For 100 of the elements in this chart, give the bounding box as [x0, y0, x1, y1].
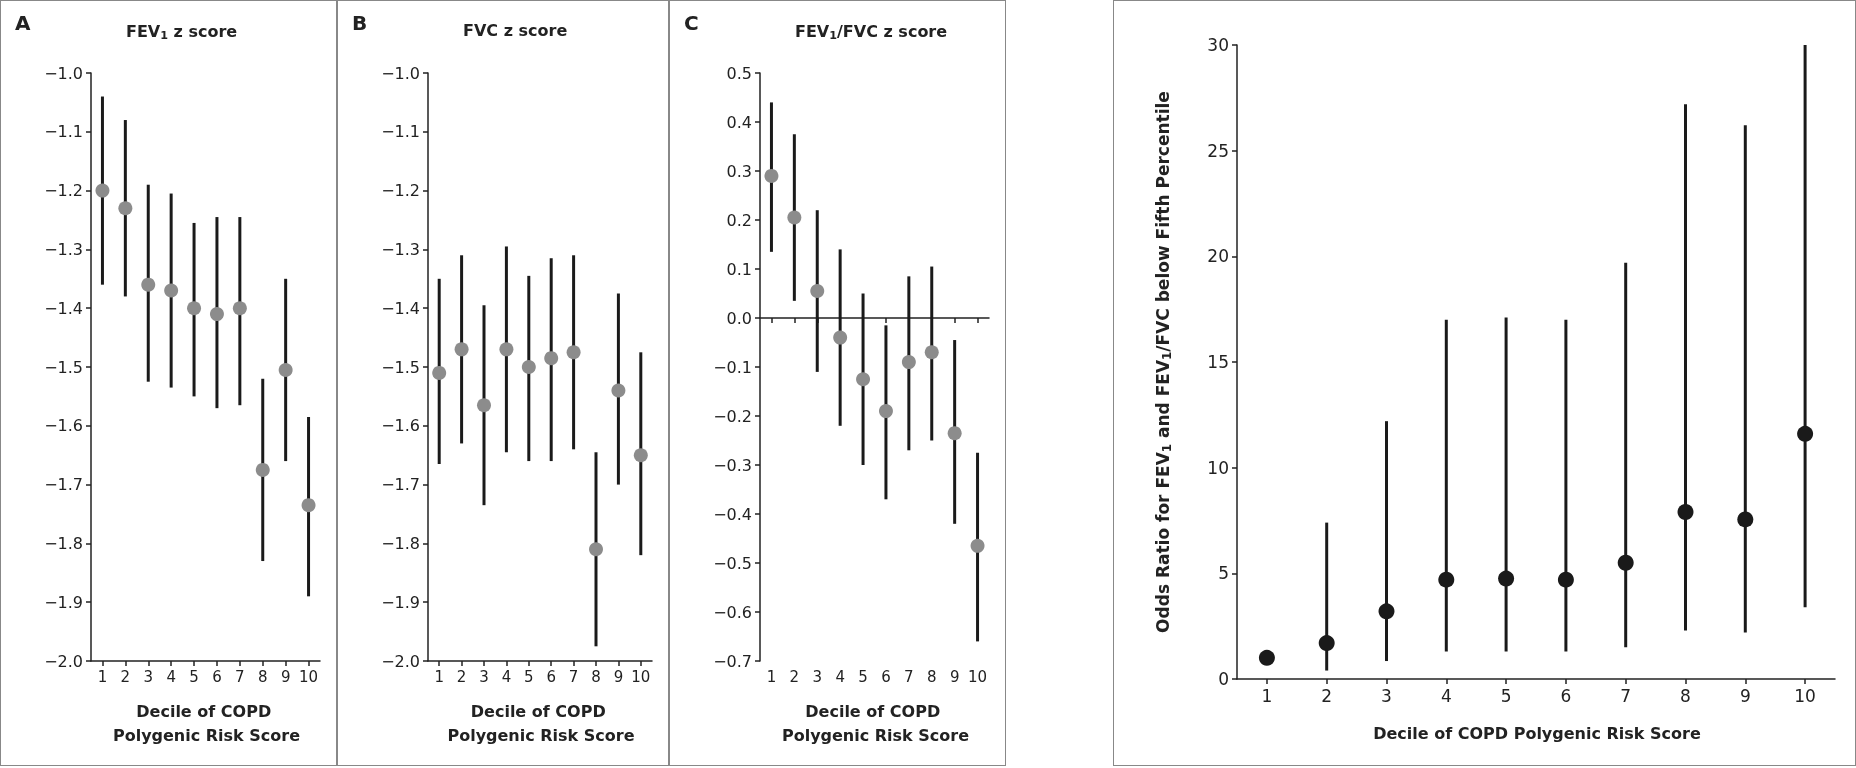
point [95, 183, 110, 198]
x-tick-label: 7 [1620, 685, 1632, 706]
y-tick-label: −1.8 [381, 533, 420, 553]
point [1378, 603, 1395, 620]
x-tick-label: 4 [1440, 685, 1452, 706]
y-tick-label: −1.6 [44, 416, 83, 436]
point [209, 307, 224, 322]
y-tick-label: −1.9 [44, 592, 83, 612]
y-tick-label: 0 [1218, 669, 1229, 689]
x-axis-title: Decile of COPD Polygenic Risk Score [781, 701, 970, 745]
x-tick-label: 3 [479, 667, 489, 686]
x-tick-label: 2 [456, 667, 467, 686]
point [499, 342, 514, 357]
y-tick-label: −1.8 [44, 533, 83, 553]
x-tick-label: 2 [1321, 685, 1333, 706]
point [1557, 571, 1574, 588]
y-tick-label: −1.5 [381, 357, 420, 377]
point [856, 372, 871, 387]
y-tick-label: −1.4 [381, 298, 420, 318]
point [764, 168, 779, 183]
x-tick-label: 1 [434, 667, 444, 686]
y-tick-label: 0.3 [726, 161, 752, 181]
x-tick-label: 2 [120, 667, 131, 686]
x-tick-label: 9 [280, 667, 291, 686]
point [901, 355, 916, 370]
y-tick-label: −1.3 [44, 239, 83, 259]
x-tick-label: 8 [257, 667, 268, 686]
y-tick-label: 0.1 [726, 259, 752, 279]
x-tick-label: 7 [235, 667, 245, 686]
point [589, 542, 603, 557]
y-tick-label: 0.4 [726, 112, 752, 132]
x-tick-label: 10 [968, 667, 988, 686]
x-tick-label: 1 [97, 667, 108, 686]
point [118, 201, 133, 216]
x-axis-title: Decile of COPD Polygenic Risk Score [112, 701, 301, 745]
point [232, 301, 247, 316]
x-tick-label: 4 [166, 667, 176, 686]
x-tick-label: 8 [1680, 685, 1691, 706]
x-tick-label: 5 [189, 667, 199, 686]
y-tick-label: −0.6 [713, 602, 752, 622]
point [454, 342, 469, 357]
text: B [352, 11, 368, 35]
y-tick-label: −0.2 [713, 406, 752, 426]
x-tick-label: 6 [881, 667, 891, 686]
point [924, 345, 939, 360]
x-tick-label: 5 [858, 667, 868, 686]
y-tick-label: 15 [1207, 352, 1229, 372]
x-tick-label: 3 [1381, 685, 1392, 706]
point [255, 462, 270, 477]
x-axis-title: Decile of COPD Polygenic Risk Score [1373, 723, 1701, 743]
y-tick-label: −1.2 [381, 181, 420, 201]
point [1498, 570, 1515, 587]
y-tick-label: −0.5 [713, 553, 752, 573]
x-tick-label: 1 [766, 667, 777, 686]
y-axis-title: Odds Ratio for FEV1 and FEV1/FVC below Fifth Percentile [1152, 91, 1174, 633]
point [787, 210, 802, 225]
x-tick-label: 9 [613, 667, 624, 686]
x-tick-label: 7 [904, 667, 914, 686]
x-tick-label: 10 [631, 667, 651, 686]
x-tick-label: 6 [546, 667, 556, 686]
y-tick-label: −1.7 [44, 475, 83, 495]
point [633, 448, 648, 463]
point [810, 284, 825, 299]
x-tick-label: 10 [299, 667, 319, 686]
point [878, 404, 893, 419]
point [432, 365, 447, 380]
y-tick-label: −2.0 [44, 651, 83, 671]
chart-title: FVC z score [463, 20, 568, 40]
y-tick-label: −1.0 [381, 63, 420, 83]
point [1737, 511, 1754, 528]
text: A [15, 11, 31, 35]
point [1258, 649, 1275, 666]
x-tick-label: 4 [501, 667, 512, 686]
x-tick-label: 1 [1261, 685, 1273, 706]
y-tick-label: 5 [1218, 563, 1229, 584]
y-tick-label: 0.2 [726, 210, 752, 230]
y-tick-label: −1.1 [44, 122, 83, 142]
y-tick-label: −1.1 [381, 122, 420, 142]
point [833, 330, 848, 345]
x-tick-label: 3 [143, 667, 154, 686]
y-tick-label: −1.3 [381, 239, 420, 259]
y-tick-label: −0.7 [713, 651, 752, 671]
text: C [684, 11, 699, 35]
point [1797, 425, 1814, 442]
point [611, 383, 626, 398]
point [141, 277, 156, 292]
x-tick-label: 4 [835, 667, 845, 686]
y-tick-label: −1.6 [381, 416, 420, 436]
y-tick-label: 30 [1207, 35, 1229, 55]
y-tick-label: −1.5 [44, 357, 83, 377]
y-tick-label: −0.3 [713, 455, 752, 475]
y-tick-label: 0.0 [726, 308, 752, 328]
y-tick-label: −1.7 [381, 475, 420, 495]
y-tick-label: −2.0 [381, 651, 420, 671]
point [566, 345, 581, 360]
y-tick-label: −0.4 [713, 504, 752, 524]
y-tick-label: −1.4 [44, 298, 83, 318]
y-tick-label: −1.9 [381, 592, 420, 612]
x-tick-label: 9 [1739, 685, 1751, 706]
x-tick-label: 8 [591, 667, 601, 686]
